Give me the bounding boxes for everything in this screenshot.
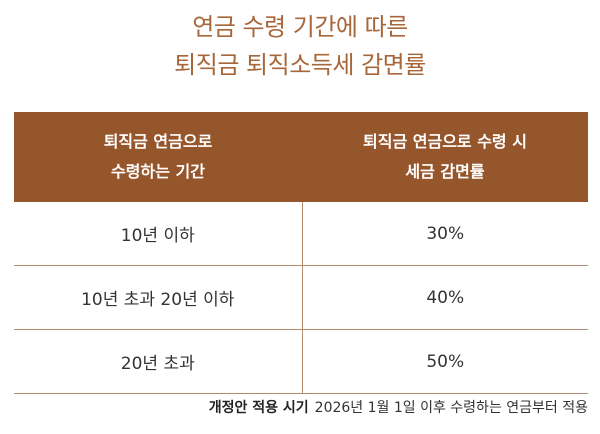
- title-line-2: 퇴직금 퇴직소득세 감면률: [174, 51, 426, 79]
- reduction-table: 퇴직금 연금으로 수령하는 기간 퇴직금 연금으로 수령 시 세금 감면률 10…: [14, 112, 588, 394]
- title-line-1: 연금 수령 기간에 따른: [192, 13, 408, 41]
- rate-cell: 30%: [426, 223, 465, 244]
- table-header: 퇴직금 연금으로 수령하는 기간 퇴직금 연금으로 수령 시 세금 감면률: [14, 112, 588, 202]
- footnote-text: 2026년 1월 1일 이후 수령하는 연금부터 적용: [314, 400, 588, 416]
- header-rate: 퇴직금 연금으로 수령 시 세금 감면률: [302, 112, 588, 202]
- header-period: 퇴직금 연금으로 수령하는 기간: [14, 112, 302, 202]
- table-row: 10년 이하 30%: [14, 202, 588, 266]
- rate-cell: 50%: [426, 351, 465, 372]
- period-cell: 20년 초과: [14, 330, 303, 393]
- header-period-line-2: 수령하는 기간: [111, 162, 205, 181]
- page-title: 연금 수령 기간에 따른 퇴직금 퇴직소득세 감면률: [0, 8, 600, 84]
- table-row: 20년 초과 50%: [14, 330, 588, 394]
- header-rate-line-1: 퇴직금 연금으로 수령 시: [363, 132, 527, 151]
- period-cell: 10년 이하: [14, 202, 303, 265]
- table-row: 10년 초과 20년 이하 40%: [14, 266, 588, 330]
- footnote-label: 개정안 적용 시기: [208, 400, 309, 416]
- period-cell: 10년 초과 20년 이하: [14, 266, 303, 329]
- footnote: 개정안 적용 시기 2026년 1월 1일 이후 수령하는 연금부터 적용: [209, 397, 588, 417]
- header-period-line-1: 퇴직금 연금으로: [103, 132, 213, 151]
- rate-cell: 40%: [426, 287, 465, 308]
- header-rate-line-2: 세금 감면률: [405, 162, 485, 181]
